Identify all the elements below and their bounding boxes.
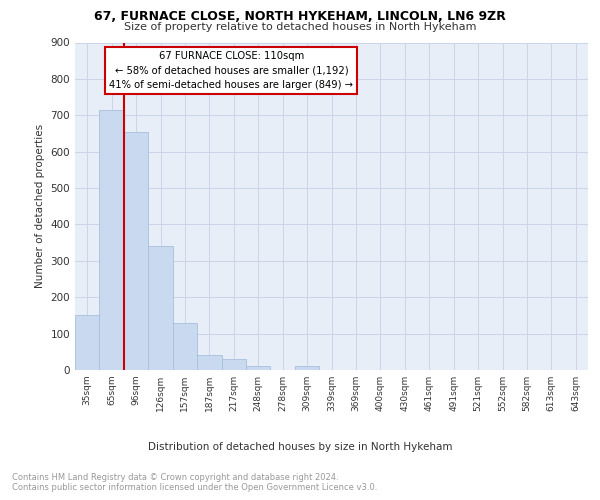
Bar <box>75 316 100 370</box>
Bar <box>124 132 148 370</box>
Text: Contains HM Land Registry data © Crown copyright and database right 2024.
Contai: Contains HM Land Registry data © Crown c… <box>12 472 377 492</box>
Y-axis label: Number of detached properties: Number of detached properties <box>35 124 45 288</box>
Bar <box>221 359 246 370</box>
Bar <box>246 366 271 370</box>
Bar <box>295 366 319 370</box>
Text: 67 FURNACE CLOSE: 110sqm
← 58% of detached houses are smaller (1,192)
41% of sem: 67 FURNACE CLOSE: 110sqm ← 58% of detach… <box>109 50 353 90</box>
Bar <box>197 354 221 370</box>
Bar <box>148 246 173 370</box>
Text: Distribution of detached houses by size in North Hykeham: Distribution of detached houses by size … <box>148 442 452 452</box>
Bar <box>100 110 124 370</box>
Bar <box>173 322 197 370</box>
Text: Size of property relative to detached houses in North Hykeham: Size of property relative to detached ho… <box>124 22 476 32</box>
Text: 67, FURNACE CLOSE, NORTH HYKEHAM, LINCOLN, LN6 9ZR: 67, FURNACE CLOSE, NORTH HYKEHAM, LINCOL… <box>94 10 506 23</box>
